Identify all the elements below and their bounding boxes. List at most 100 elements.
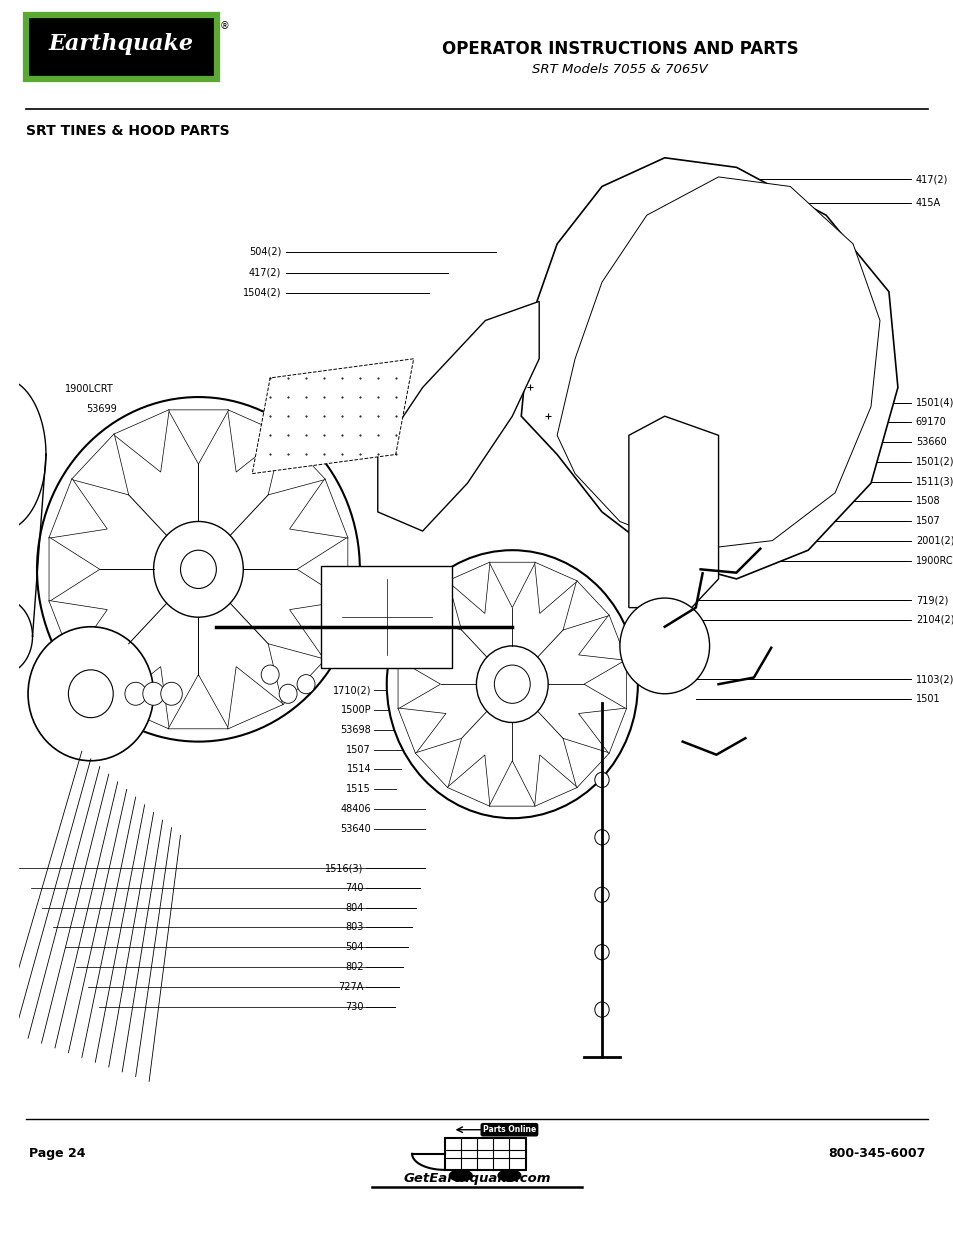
Polygon shape <box>562 739 609 788</box>
Circle shape <box>261 664 279 684</box>
Polygon shape <box>583 659 626 709</box>
Polygon shape <box>228 410 283 472</box>
Text: 417(2): 417(2) <box>249 268 281 278</box>
Text: 1501: 1501 <box>915 694 940 704</box>
Polygon shape <box>49 600 107 661</box>
Text: 53698: 53698 <box>340 725 371 735</box>
Circle shape <box>594 945 609 960</box>
Polygon shape <box>520 158 897 579</box>
Polygon shape <box>268 433 325 495</box>
Circle shape <box>494 664 530 704</box>
Text: Page 24: Page 24 <box>29 1147 85 1160</box>
Text: 1508: 1508 <box>915 496 940 506</box>
Circle shape <box>476 646 548 722</box>
Text: 69170: 69170 <box>915 417 945 427</box>
Polygon shape <box>578 615 626 661</box>
Circle shape <box>28 627 153 761</box>
Text: 1900RCRT: 1900RCRT <box>915 556 953 566</box>
Text: 1511(3): 1511(3) <box>915 477 953 487</box>
Text: 1507: 1507 <box>346 745 371 755</box>
Circle shape <box>594 830 609 845</box>
Polygon shape <box>534 755 577 806</box>
Polygon shape <box>489 562 535 608</box>
Text: GetEarthquake.com: GetEarthquake.com <box>403 1172 550 1184</box>
Text: 802: 802 <box>345 962 363 972</box>
Polygon shape <box>397 615 446 661</box>
Polygon shape <box>49 478 107 538</box>
Text: 740: 740 <box>345 883 363 893</box>
Bar <box>444 1137 525 1170</box>
Polygon shape <box>168 410 229 464</box>
Text: 53660: 53660 <box>915 437 945 447</box>
Text: SRT Models 7055 & 7065V: SRT Models 7055 & 7065V <box>532 63 707 75</box>
Polygon shape <box>252 358 414 473</box>
Polygon shape <box>628 416 718 608</box>
FancyBboxPatch shape <box>321 567 452 668</box>
Text: 719(2): 719(2) <box>915 595 947 605</box>
Text: 1500P: 1500P <box>340 705 371 715</box>
Circle shape <box>153 521 243 618</box>
Polygon shape <box>557 177 879 551</box>
Text: 730: 730 <box>345 1002 363 1011</box>
Circle shape <box>143 682 164 705</box>
Circle shape <box>125 682 146 705</box>
Polygon shape <box>447 562 490 614</box>
Polygon shape <box>534 562 577 614</box>
Text: 48406: 48406 <box>340 804 371 814</box>
Polygon shape <box>71 643 129 705</box>
Text: 504: 504 <box>345 942 363 952</box>
Polygon shape <box>228 667 283 729</box>
Polygon shape <box>49 537 100 601</box>
Circle shape <box>161 682 182 705</box>
Text: SRT TINES & HOOD PARTS: SRT TINES & HOOD PARTS <box>26 124 229 138</box>
Circle shape <box>69 669 113 718</box>
Text: 727A: 727A <box>337 982 363 992</box>
Text: 1501(2): 1501(2) <box>915 457 953 467</box>
Circle shape <box>594 772 609 788</box>
Text: ®: ® <box>219 21 229 31</box>
Text: OPERATOR INSTRUCTIONS AND PARTS: OPERATOR INSTRUCTIONS AND PARTS <box>441 41 798 58</box>
Text: 53699: 53699 <box>86 404 116 414</box>
Text: 1514: 1514 <box>346 764 371 774</box>
Circle shape <box>37 398 359 741</box>
Text: 803: 803 <box>345 923 363 932</box>
Polygon shape <box>397 708 446 753</box>
Text: 1507: 1507 <box>915 516 940 526</box>
Text: 1501(4): 1501(4) <box>915 398 953 408</box>
Polygon shape <box>578 708 626 753</box>
Text: 1900LCRT: 1900LCRT <box>65 384 113 394</box>
Text: 1504(2): 1504(2) <box>243 288 281 298</box>
Circle shape <box>594 1002 609 1018</box>
Circle shape <box>386 550 638 818</box>
Text: Earthquake: Earthquake <box>49 33 193 56</box>
Polygon shape <box>113 410 169 472</box>
Polygon shape <box>71 433 129 495</box>
Text: 1103(2): 1103(2) <box>915 674 953 684</box>
Polygon shape <box>290 600 348 661</box>
Circle shape <box>279 684 296 704</box>
Polygon shape <box>168 674 229 729</box>
Circle shape <box>449 1170 472 1181</box>
Circle shape <box>619 598 709 694</box>
Circle shape <box>296 674 314 694</box>
Polygon shape <box>415 580 461 630</box>
Text: 1710(2): 1710(2) <box>333 685 371 695</box>
Text: 2104(2): 2104(2) <box>915 615 953 625</box>
Polygon shape <box>296 537 348 601</box>
Text: 1515: 1515 <box>346 784 371 794</box>
Text: 2001(2): 2001(2) <box>915 536 953 546</box>
Polygon shape <box>447 755 490 806</box>
Text: Parts Online: Parts Online <box>482 1125 536 1134</box>
Text: 800-345-6007: 800-345-6007 <box>827 1147 924 1160</box>
Text: 504(2): 504(2) <box>249 247 281 257</box>
Text: 804: 804 <box>345 903 363 913</box>
Polygon shape <box>489 761 535 806</box>
Polygon shape <box>397 659 440 709</box>
Text: 415A: 415A <box>915 198 940 207</box>
Polygon shape <box>415 739 461 788</box>
Polygon shape <box>290 478 348 538</box>
Polygon shape <box>377 301 538 531</box>
Polygon shape <box>113 667 169 729</box>
Circle shape <box>180 551 216 589</box>
Text: 1516(3): 1516(3) <box>325 863 363 873</box>
